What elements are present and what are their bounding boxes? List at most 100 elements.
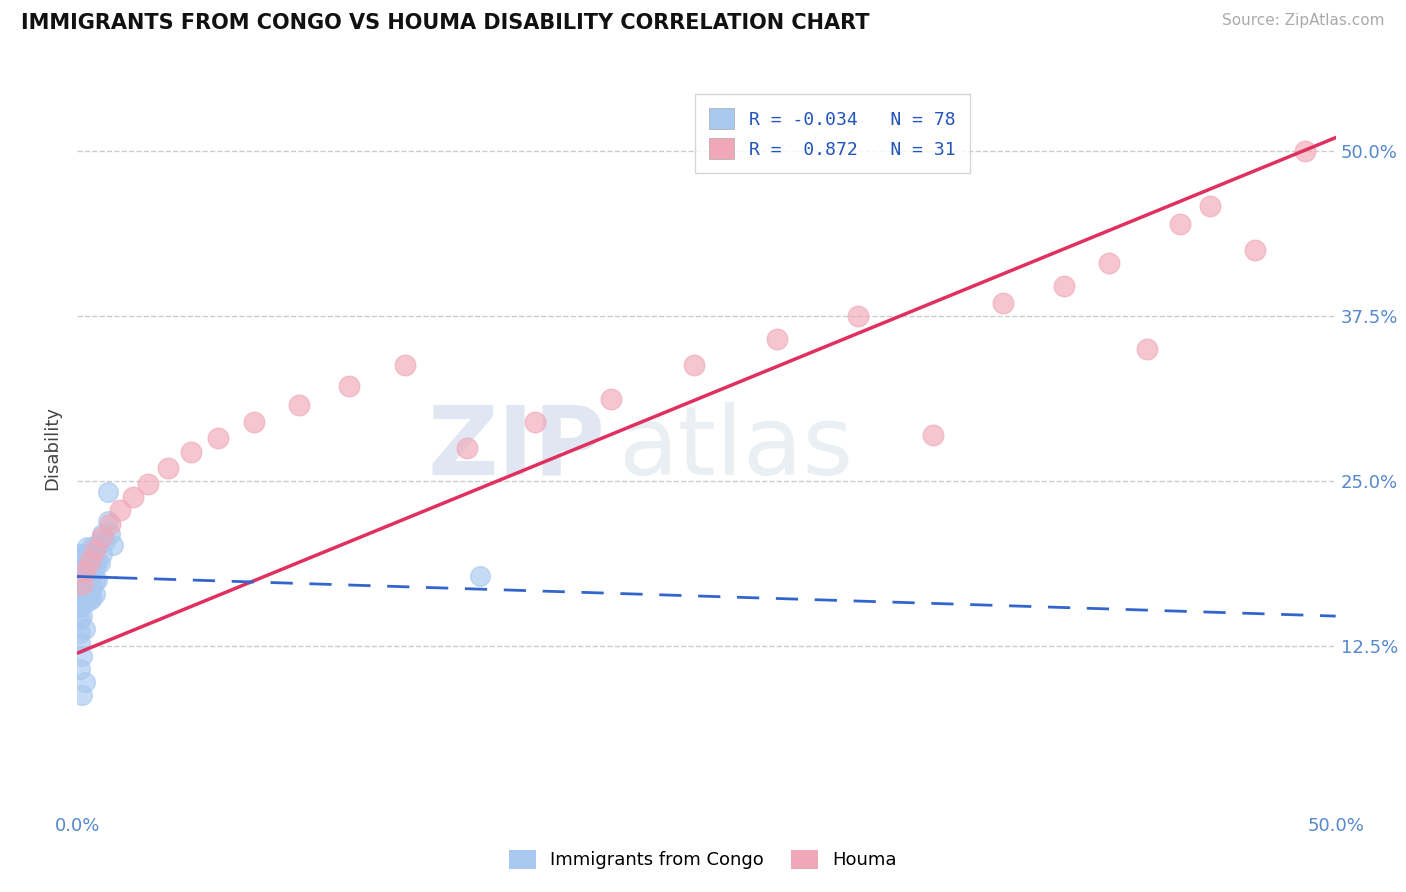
Point xyxy=(76,550,98,565)
Point xyxy=(84,587,107,601)
Point xyxy=(82,569,104,583)
Point xyxy=(76,587,98,601)
Point xyxy=(73,560,96,574)
Text: IMMIGRANTS FROM CONGO VS HOUMA DISABILITY CORRELATION CHART: IMMIGRANTS FROM CONGO VS HOUMA DISABILIT… xyxy=(21,13,869,33)
Point xyxy=(922,428,945,442)
Point xyxy=(136,477,159,491)
Point xyxy=(86,574,108,588)
Point xyxy=(72,577,94,591)
Point xyxy=(82,591,104,605)
Point xyxy=(91,547,114,561)
Point xyxy=(72,593,94,607)
Point xyxy=(72,560,94,574)
Point xyxy=(683,358,706,372)
Point xyxy=(76,563,98,577)
Text: Source: ZipAtlas.com: Source: ZipAtlas.com xyxy=(1222,13,1385,29)
Point xyxy=(79,574,101,588)
Point xyxy=(121,490,143,504)
Point xyxy=(72,648,94,663)
Point xyxy=(337,379,360,393)
Point xyxy=(69,582,91,597)
Point xyxy=(72,569,94,583)
Point xyxy=(1053,278,1076,293)
Point xyxy=(76,569,98,583)
Point xyxy=(1098,256,1121,270)
Point xyxy=(79,563,101,577)
Point xyxy=(86,556,108,570)
Legend: R = -0.034   N = 78, R =  0.872   N = 31: R = -0.034 N = 78, R = 0.872 N = 31 xyxy=(695,94,970,173)
Point xyxy=(599,392,621,407)
Point xyxy=(73,569,96,583)
Point xyxy=(72,564,94,578)
Point xyxy=(73,564,96,578)
Point xyxy=(456,442,478,455)
Point xyxy=(73,589,96,603)
Point xyxy=(69,613,91,627)
Point xyxy=(73,580,96,594)
Point xyxy=(73,675,96,690)
Point xyxy=(79,553,101,567)
Text: atlas: atlas xyxy=(619,401,853,495)
Point xyxy=(73,547,96,561)
Point xyxy=(84,574,107,588)
Point xyxy=(69,564,91,578)
Point xyxy=(84,543,107,558)
Y-axis label: Disability: Disability xyxy=(44,406,62,491)
Point xyxy=(72,547,94,561)
Point xyxy=(73,623,96,637)
Point xyxy=(73,564,96,578)
Point xyxy=(69,580,91,594)
Point xyxy=(156,461,179,475)
Point xyxy=(98,516,121,531)
Point xyxy=(69,569,91,583)
Point xyxy=(79,582,101,597)
Point xyxy=(468,569,491,583)
Point xyxy=(76,560,98,574)
Point xyxy=(993,296,1015,310)
Point xyxy=(1136,342,1159,356)
Point xyxy=(1199,199,1222,213)
Point xyxy=(76,574,98,588)
Point xyxy=(101,538,124,552)
Text: ZIP: ZIP xyxy=(427,401,606,495)
Point xyxy=(69,599,91,614)
Point xyxy=(82,580,104,594)
Point xyxy=(79,547,101,561)
Point xyxy=(846,309,869,323)
Point xyxy=(73,574,96,588)
Point xyxy=(108,503,131,517)
Point xyxy=(79,553,101,567)
Point xyxy=(76,580,98,594)
Point xyxy=(1244,243,1267,257)
Point xyxy=(69,662,91,676)
Point xyxy=(69,547,91,561)
Point xyxy=(242,415,264,429)
Point xyxy=(82,556,104,570)
Point xyxy=(69,635,91,649)
Point xyxy=(394,358,416,372)
Point xyxy=(72,553,94,567)
Point xyxy=(72,577,94,591)
Point xyxy=(69,553,91,567)
Point xyxy=(1168,217,1191,231)
Point xyxy=(79,593,101,607)
Point xyxy=(98,527,121,541)
Point xyxy=(76,556,98,570)
Point xyxy=(72,689,94,703)
Point xyxy=(84,543,107,558)
Point xyxy=(69,596,91,610)
Point xyxy=(94,533,117,548)
Point xyxy=(69,589,91,603)
Point xyxy=(69,574,91,588)
Point xyxy=(207,431,229,445)
Point xyxy=(288,398,311,412)
Point xyxy=(89,533,111,548)
Point xyxy=(76,541,98,555)
Point xyxy=(73,582,96,597)
Point xyxy=(72,587,94,601)
Point xyxy=(84,560,107,574)
Point xyxy=(180,445,202,459)
Point xyxy=(91,527,114,541)
Point xyxy=(86,538,108,552)
Point xyxy=(96,484,118,499)
